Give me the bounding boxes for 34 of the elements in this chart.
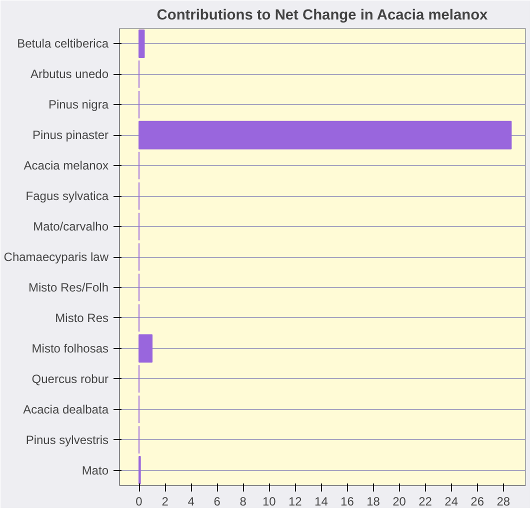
y-tick-label: Mato/carvalho <box>33 220 109 234</box>
y-tick-label: Pinus pinaster <box>32 128 109 142</box>
y-tick-label: Acacia melanox <box>24 158 109 173</box>
x-tick-label: 0 <box>136 494 143 508</box>
x-tick-label: 14 <box>314 494 328 508</box>
x-tick-label: 4 <box>188 494 195 508</box>
x-tick-label: 16 <box>340 494 354 508</box>
y-tick-label: Arbutus unedo <box>30 67 109 82</box>
x-tick-label: 24 <box>444 494 458 508</box>
y-tick-label: Acacia dealbata <box>23 402 109 416</box>
y-tick-label: Misto folhosas <box>32 341 109 356</box>
x-tick-label: 6 <box>214 494 221 508</box>
y-tick-label: Betula celtiberica <box>17 36 109 51</box>
x-tick-label: 18 <box>366 494 380 508</box>
x-tick-label: 10 <box>262 494 276 508</box>
x-tick-label: 26 <box>470 494 484 508</box>
x-tick-label: 2 <box>162 494 169 508</box>
x-tick-label: 22 <box>418 494 432 508</box>
y-tick-label: Chamaecyparis law <box>4 250 109 264</box>
bar <box>138 120 512 150</box>
chart-title: Contributions to Net Change in Acacia melanox <box>156 8 489 24</box>
y-tick-label: Fagus sylvatica <box>26 189 109 204</box>
x-tick-label: 28 <box>496 494 510 508</box>
y-tick-label: Pinus nigra <box>48 98 109 112</box>
bar <box>138 334 153 363</box>
y-tick-label: Misto Res/Folh <box>28 280 109 294</box>
bar <box>138 30 145 58</box>
y-tick-label: Pinus sylvestris <box>26 432 108 447</box>
y-tick-label: Quercus robur <box>32 372 109 386</box>
x-tick-label: 12 <box>288 494 302 508</box>
y-tick-label: Misto Res <box>55 310 108 325</box>
x-tick-label: 8 <box>240 494 247 508</box>
x-tick-label: 20 <box>392 494 406 508</box>
y-tick-label: Mato <box>82 463 109 478</box>
